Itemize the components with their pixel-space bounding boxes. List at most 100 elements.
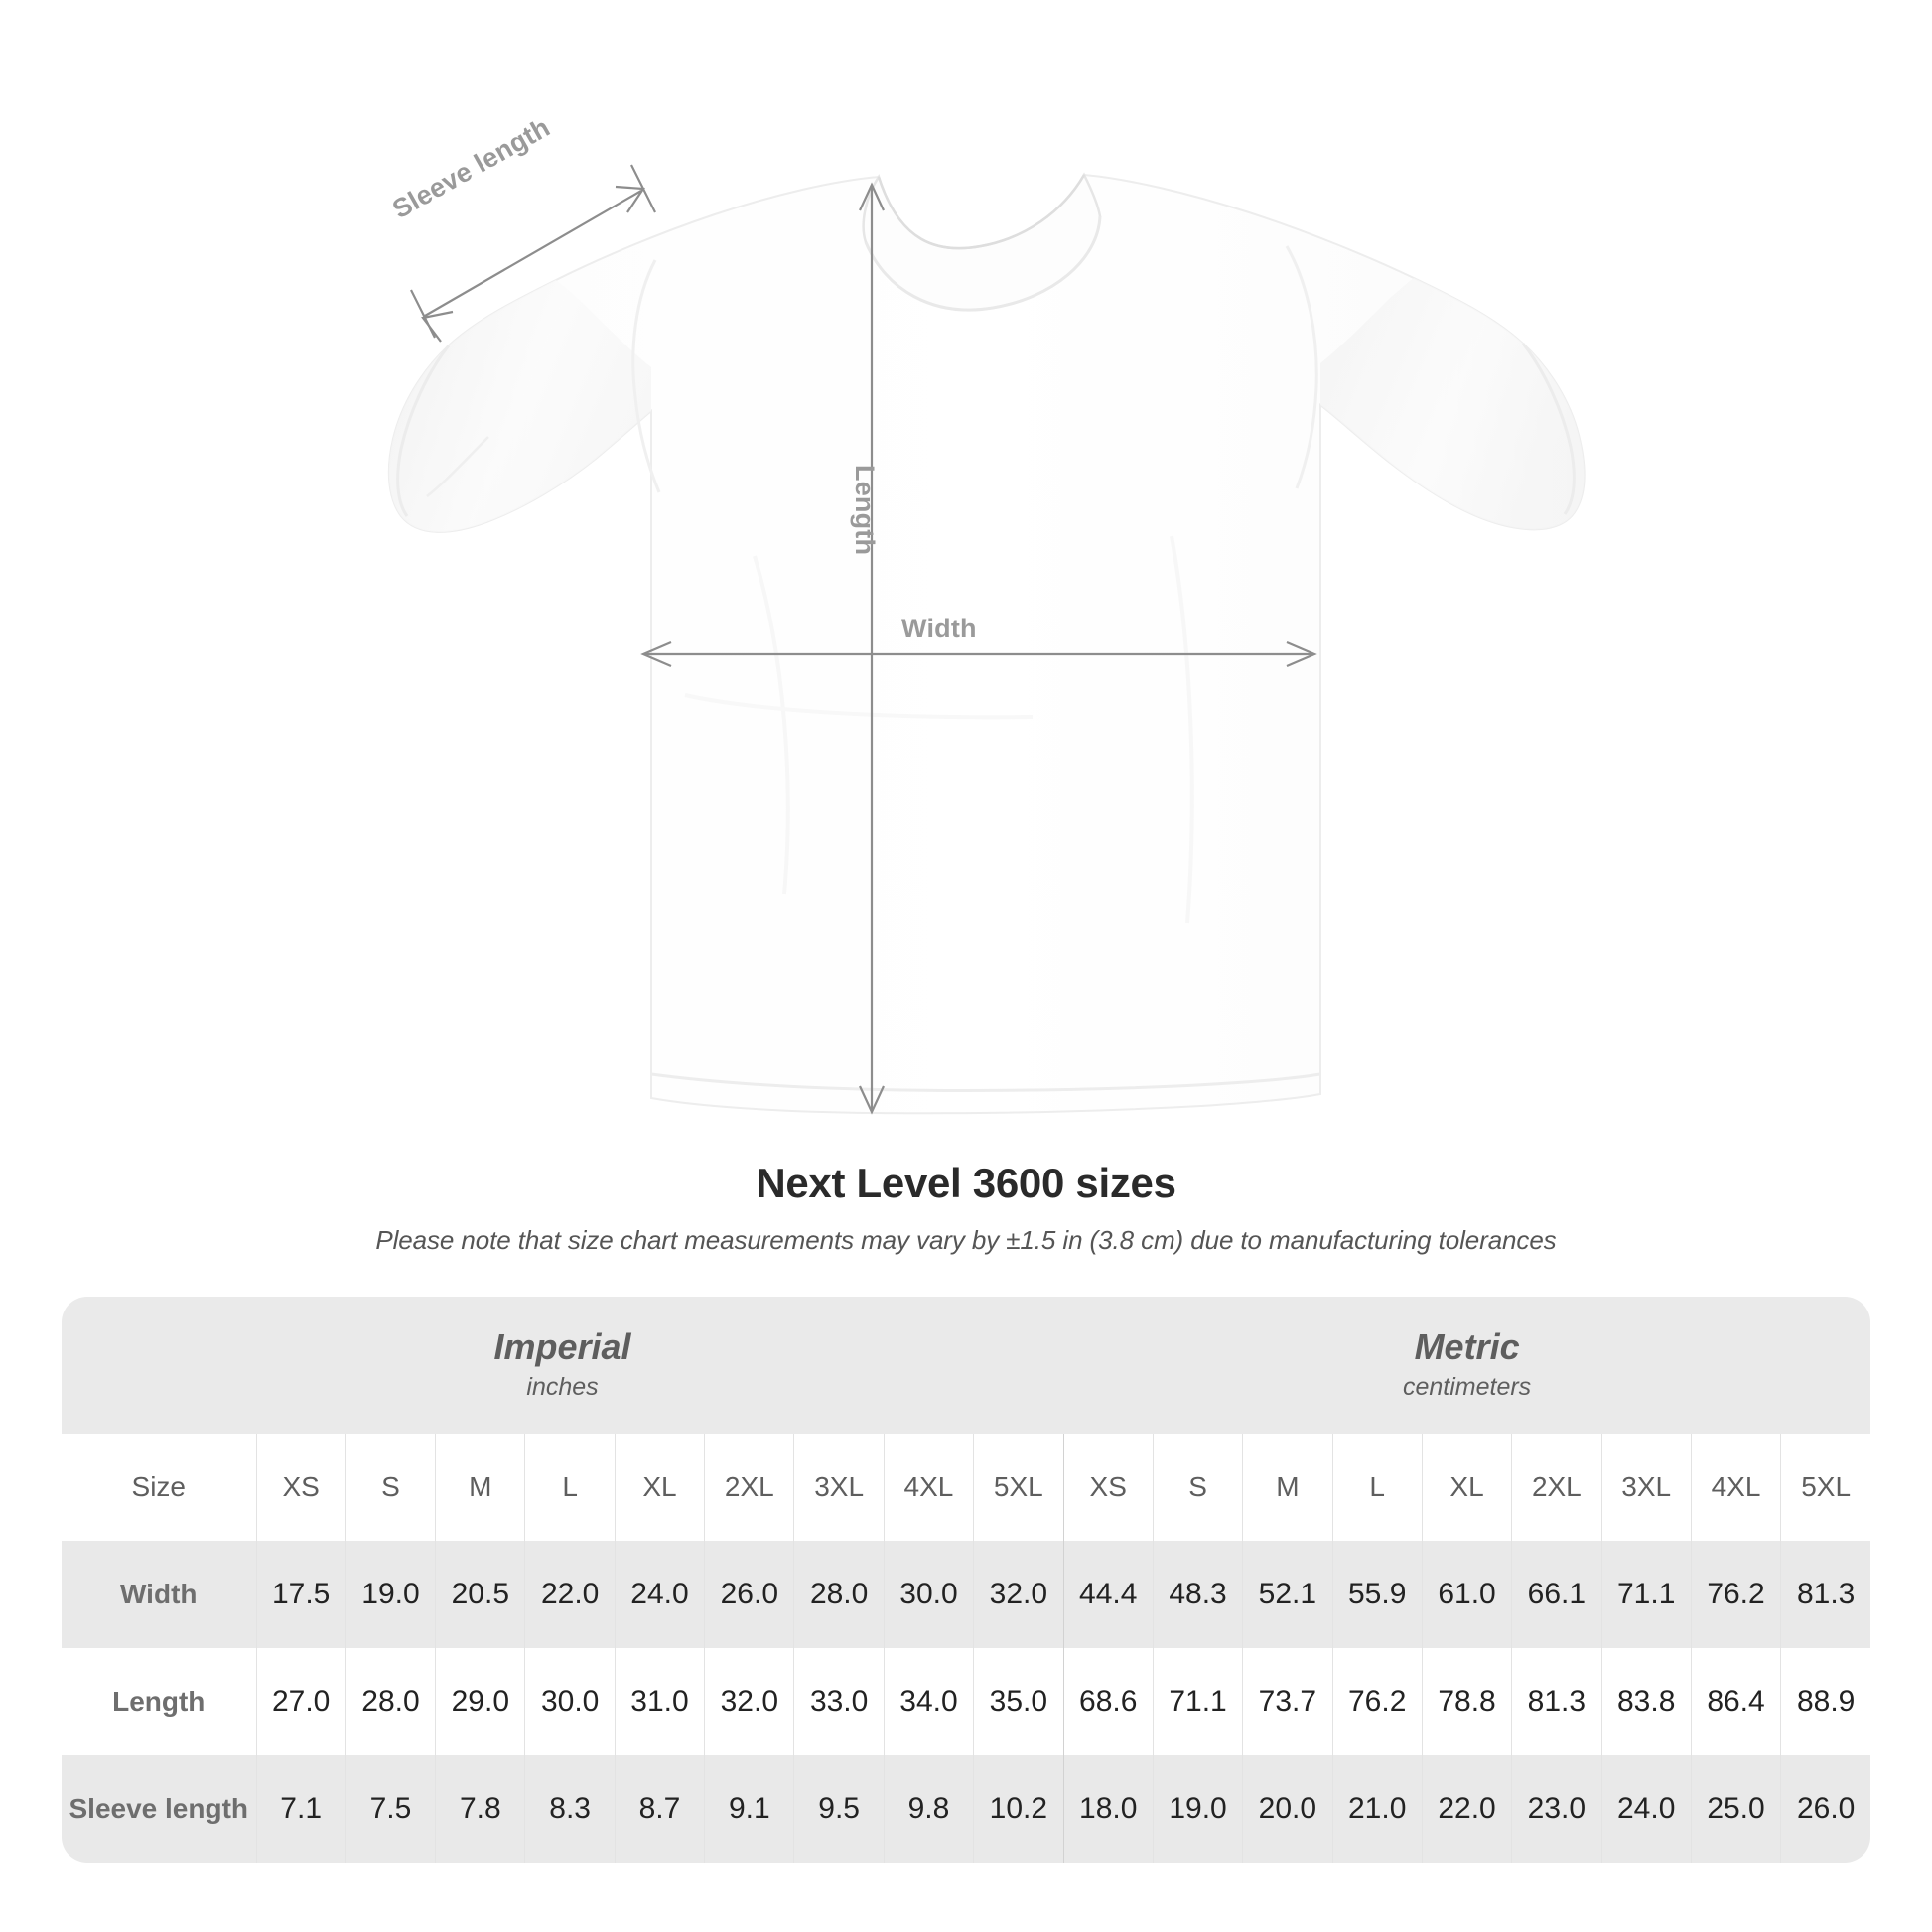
imperial-unit: inches	[526, 1373, 599, 1402]
size-col-imperial-3xl: 3XL	[793, 1434, 885, 1541]
width-guide-line	[640, 640, 1317, 668]
tshirt-shape	[387, 172, 1586, 1115]
cell-width-metric-4xl: 76.2	[1690, 1541, 1781, 1648]
imperial-label: Imperial	[493, 1326, 631, 1368]
cell-sleeve-imperial-xl: 8.7	[614, 1755, 705, 1863]
size-col-imperial-s: S	[345, 1434, 436, 1541]
imperial-group-header: Imperial inches	[62, 1297, 1064, 1434]
size-col-metric-5xl: 5XL	[1780, 1434, 1871, 1541]
row-label-sleeve-length: Sleeve length	[62, 1755, 256, 1863]
row-label-length: Length	[62, 1648, 256, 1755]
size-col-imperial-xs: XS	[255, 1434, 346, 1541]
cell-sleeve-metric-5xl: 26.0	[1780, 1755, 1871, 1863]
cell-sleeve-imperial-5xl: 10.2	[973, 1755, 1064, 1863]
cell-length-imperial-3xl: 33.0	[793, 1648, 885, 1755]
cell-length-metric-2xl: 81.3	[1511, 1648, 1602, 1755]
garment-illustration: Sleeve length Length Width	[387, 112, 1586, 1115]
width-label: Width	[901, 614, 977, 643]
cell-sleeve-metric-s: 19.0	[1152, 1755, 1243, 1863]
size-col-metric-s: S	[1152, 1434, 1243, 1541]
size-col-metric-xs: XS	[1062, 1434, 1154, 1541]
cell-length-metric-xs: 68.6	[1062, 1648, 1154, 1755]
cell-sleeve-metric-m: 20.0	[1242, 1755, 1333, 1863]
cell-width-metric-2xl: 66.1	[1511, 1541, 1602, 1648]
cell-sleeve-metric-2xl: 23.0	[1511, 1755, 1602, 1863]
size-col-imperial-m: M	[435, 1434, 525, 1541]
cell-width-metric-m: 52.1	[1242, 1541, 1333, 1648]
cell-length-imperial-5xl: 35.0	[973, 1648, 1064, 1755]
size-col-imperial-2xl: 2XL	[704, 1434, 794, 1541]
size-col-imperial-5xl: 5XL	[973, 1434, 1064, 1541]
cell-sleeve-metric-l: 21.0	[1331, 1755, 1423, 1863]
cell-sleeve-imperial-s: 7.5	[345, 1755, 436, 1863]
cell-sleeve-imperial-m: 7.8	[435, 1755, 525, 1863]
cell-sleeve-imperial-l: 8.3	[524, 1755, 616, 1863]
cell-width-imperial-xl: 24.0	[614, 1541, 705, 1648]
size-col-imperial-l: L	[524, 1434, 616, 1541]
cell-length-metric-4xl: 86.4	[1690, 1648, 1781, 1755]
unit-header-row: Imperial inches Metric centimeters	[62, 1297, 1871, 1434]
cell-width-metric-l: 55.9	[1331, 1541, 1423, 1648]
cell-length-imperial-s: 28.0	[345, 1648, 436, 1755]
cell-width-imperial-xs: 17.5	[255, 1541, 346, 1648]
size-header-label: Size	[62, 1434, 256, 1541]
cell-width-metric-s: 48.3	[1152, 1541, 1243, 1648]
cell-length-imperial-m: 29.0	[435, 1648, 525, 1755]
cell-width-imperial-l: 22.0	[524, 1541, 616, 1648]
sleeve-length-guide-line	[410, 164, 656, 343]
title-block: Next Level 3600 sizes Please note that s…	[0, 1160, 1932, 1256]
size-table-wrapper: Imperial inches Metric centimeters Size …	[62, 1297, 1871, 1863]
cell-width-metric-xl: 61.0	[1421, 1541, 1512, 1648]
size-col-metric-xl: XL	[1421, 1434, 1512, 1541]
cell-length-metric-s: 71.1	[1152, 1648, 1243, 1755]
size-col-metric-4xl: 4XL	[1690, 1434, 1781, 1541]
cell-sleeve-metric-xl: 22.0	[1421, 1755, 1512, 1863]
cell-sleeve-imperial-3xl: 9.5	[793, 1755, 885, 1863]
cell-width-metric-5xl: 81.3	[1780, 1541, 1871, 1648]
cell-length-imperial-2xl: 32.0	[704, 1648, 794, 1755]
tshirt-diagram	[387, 164, 1586, 1115]
page-subtitle: Please note that size chart measurements…	[375, 1225, 1557, 1255]
cell-length-imperial-l: 30.0	[524, 1648, 616, 1755]
cell-length-imperial-4xl: 34.0	[883, 1648, 974, 1755]
size-table: Imperial inches Metric centimeters Size …	[62, 1297, 1871, 1863]
table-row: Sleeve length 7.1 7.5 7.8 8.3 8.7 9.1 9.…	[62, 1755, 1871, 1863]
metric-label: Metric	[1414, 1326, 1520, 1368]
size-col-metric-l: L	[1331, 1434, 1423, 1541]
cell-sleeve-imperial-xs: 7.1	[255, 1755, 346, 1863]
page-title: Next Level 3600 sizes	[756, 1160, 1176, 1206]
size-col-imperial-4xl: 4XL	[883, 1434, 974, 1541]
cell-width-imperial-m: 20.5	[435, 1541, 525, 1648]
cell-length-metric-m: 73.7	[1242, 1648, 1333, 1755]
cell-length-imperial-xs: 27.0	[255, 1648, 346, 1755]
cell-width-imperial-3xl: 28.0	[793, 1541, 885, 1648]
cell-length-metric-l: 76.2	[1331, 1648, 1423, 1755]
table-row: Length 27.0 28.0 29.0 30.0 31.0 32.0 33.…	[62, 1648, 1871, 1755]
cell-width-imperial-5xl: 32.0	[973, 1541, 1064, 1648]
cell-width-metric-3xl: 71.1	[1600, 1541, 1692, 1648]
cell-length-metric-xl: 78.8	[1421, 1648, 1512, 1755]
cell-sleeve-imperial-4xl: 9.8	[883, 1755, 974, 1863]
measurement-guides	[410, 164, 1317, 1115]
table-row: Width 17.5 19.0 20.5 22.0 24.0 26.0 28.0…	[62, 1541, 1871, 1648]
size-col-metric-m: M	[1242, 1434, 1333, 1541]
cell-length-metric-5xl: 88.9	[1780, 1648, 1871, 1755]
metric-unit: centimeters	[1402, 1373, 1532, 1402]
cell-sleeve-metric-xs: 18.0	[1062, 1755, 1154, 1863]
size-col-metric-2xl: 2XL	[1511, 1434, 1602, 1541]
size-col-metric-3xl: 3XL	[1600, 1434, 1692, 1541]
length-label: Length	[850, 465, 880, 556]
row-label-width: Width	[62, 1541, 256, 1648]
cell-sleeve-imperial-2xl: 9.1	[704, 1755, 794, 1863]
size-col-imperial-xl: XL	[614, 1434, 705, 1541]
cell-sleeve-metric-3xl: 24.0	[1600, 1755, 1692, 1863]
cell-width-imperial-s: 19.0	[345, 1541, 436, 1648]
cell-sleeve-metric-4xl: 25.0	[1690, 1755, 1781, 1863]
cell-width-imperial-4xl: 30.0	[883, 1541, 974, 1648]
size-header-row: Size XS S M L XL 2XL 3XL 4XL 5XL XS S M …	[62, 1434, 1871, 1541]
cell-width-imperial-2xl: 26.0	[704, 1541, 794, 1648]
cell-length-imperial-xl: 31.0	[614, 1648, 705, 1755]
cell-length-metric-3xl: 83.8	[1600, 1648, 1692, 1755]
length-guide-line	[859, 182, 885, 1115]
